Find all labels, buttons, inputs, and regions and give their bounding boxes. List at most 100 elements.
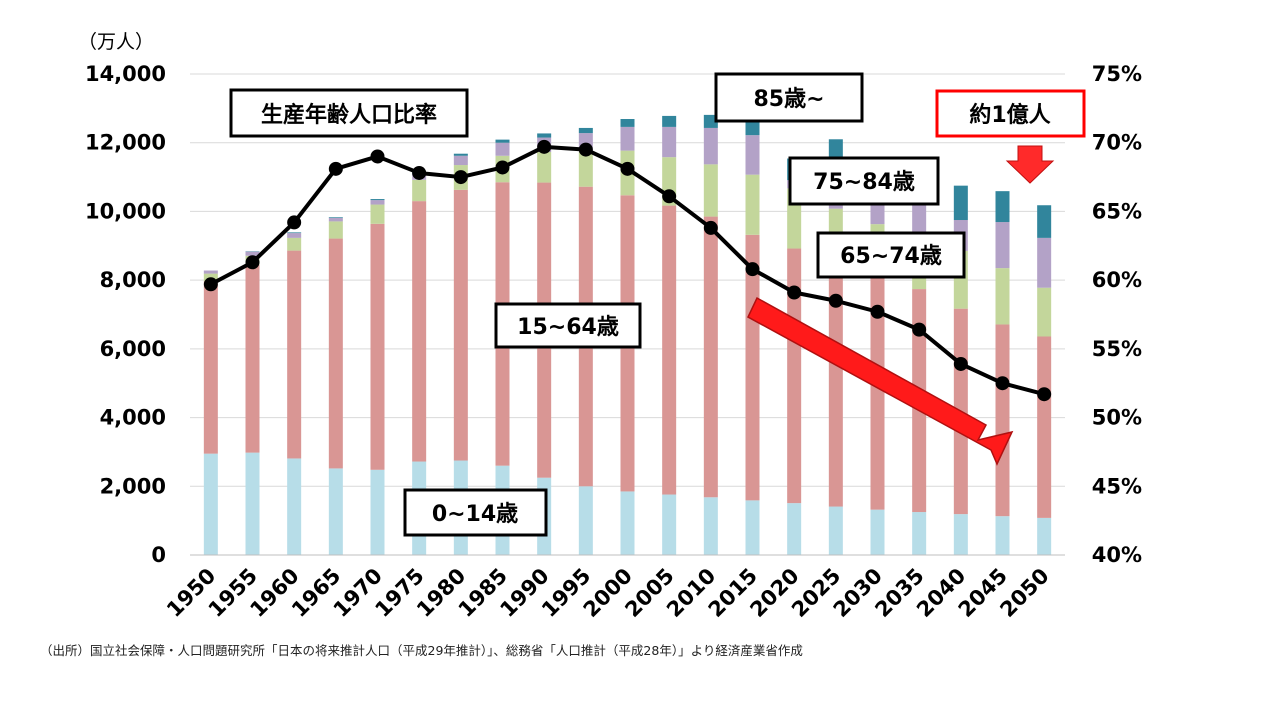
bar-segment-2: [203, 281, 218, 454]
bar-segment-4: [1037, 237, 1052, 288]
right-tick-label: 45%: [1092, 474, 1142, 498]
bar-segment-1: [370, 469, 385, 555]
bar-segment-3: [703, 164, 718, 217]
ratio-point: [578, 142, 593, 157]
left-tick-label: 8,000: [100, 268, 166, 292]
bar-segment-5: [370, 199, 385, 201]
bar-segment-3: [370, 204, 385, 224]
bar-segment-2: [287, 250, 302, 459]
left-tick-label: 6,000: [100, 337, 166, 361]
bar-segment-5: [287, 232, 302, 234]
bar-segment-4: [662, 126, 677, 158]
bar-segment-1: [245, 452, 260, 555]
label-65: 65~74歳: [816, 231, 966, 279]
right-tick-label: 70%: [1092, 131, 1142, 155]
bar-segment-3: [1037, 287, 1052, 337]
left-axis: 0 2,000 4,000 6,000 8,000 10,000 12,000 14,000: [85, 62, 166, 567]
right-tick-label: 40%: [1092, 543, 1142, 567]
bar-segment-2: [245, 264, 260, 453]
bar-segment-1: [953, 514, 968, 555]
svg-text:85歳~: 85歳~: [753, 87, 824, 112]
bar-segment-2: [703, 216, 718, 498]
ratio-point: [953, 356, 968, 371]
svg-text:15~64歳: 15~64歳: [517, 315, 619, 340]
ratio-point: [995, 376, 1010, 391]
right-tick-label: 75%: [1092, 62, 1142, 86]
left-tick-label: 14,000: [85, 62, 166, 86]
label-75: 75~84歳: [788, 156, 940, 206]
stacked-bars: [203, 114, 1052, 555]
ratio-point: [1037, 387, 1052, 402]
bar-segment-2: [370, 223, 385, 470]
bar-segment-5: [620, 119, 635, 127]
bar-segment-5: [495, 139, 510, 143]
bar-segment-5: [453, 153, 468, 156]
bar-segment-3: [328, 221, 343, 239]
left-tick-label: 10,000: [85, 199, 166, 223]
bar-segment-3: [745, 174, 760, 235]
label-85: 85歳~: [714, 72, 864, 123]
bar-segment-3: [287, 237, 302, 251]
bar-segment-4: [203, 270, 218, 274]
total-down-arrow: [1005, 145, 1055, 184]
bar-segment-3: [537, 151, 552, 183]
bar-segment-1: [287, 458, 302, 555]
bar-segment-1: [828, 506, 843, 555]
ratio-point: [828, 293, 843, 308]
bar-segment-4: [245, 251, 260, 256]
bar-segment-4: [287, 233, 302, 238]
svg-text:0~14歳: 0~14歳: [432, 502, 518, 527]
bar-segment-1: [578, 486, 593, 555]
bar-segment-5: [995, 191, 1010, 223]
bar-segment-1: [1037, 517, 1052, 555]
label-0: 0~14歳: [403, 488, 548, 537]
ratio-point: [287, 215, 302, 230]
bar-segment-3: [995, 268, 1010, 325]
ratio-point: [745, 262, 760, 277]
left-tick-label: 4,000: [100, 406, 166, 430]
bar-segment-5: [328, 217, 343, 218]
label-ratio: 生産年齢人口比率: [229, 88, 469, 138]
bar-segment-2: [870, 273, 885, 510]
bar-segment-1: [995, 516, 1010, 555]
x-tick-label: 2050: [995, 564, 1053, 622]
ratio-point: [453, 170, 468, 185]
bar-segment-1: [787, 503, 802, 555]
bar-segment-1: [662, 494, 677, 555]
bar-segment-2: [453, 189, 468, 461]
right-tick-label: 50%: [1092, 406, 1142, 430]
ratio-point: [787, 285, 802, 300]
right-axis: 40% 45% 50% 55% 60% 65% 70% 75%: [1092, 62, 1142, 567]
ratio-point: [912, 322, 927, 337]
right-tick-label: 65%: [1092, 199, 1142, 223]
source-note: （出所）国立社会保障・人口問題研究所「日本の将来推計人口（平成29年推計）」、総…: [40, 643, 803, 658]
bar-segment-2: [828, 260, 843, 507]
bar-segment-4: [995, 222, 1010, 269]
label-total: 約1億人: [935, 89, 1086, 138]
ratio-point: [328, 161, 343, 176]
x-axis: 1950195519601965197019751980198519901995…: [162, 554, 1065, 622]
decline-arrow: [747, 296, 1014, 466]
bar-segment-2: [995, 324, 1010, 517]
bar-segment-5: [703, 114, 718, 128]
bar-segment-1: [870, 509, 885, 555]
bar-segment-1: [328, 468, 343, 555]
ratio-point: [412, 165, 427, 180]
svg-text:65~74歳: 65~74歳: [840, 244, 942, 269]
bar-segment-5: [537, 133, 552, 138]
bar-segment-4: [328, 217, 343, 222]
bar-segment-2: [1037, 336, 1052, 518]
bar-segment-1: [203, 453, 218, 555]
left-tick-label: 2,000: [100, 474, 166, 498]
bar-segment-5: [1037, 205, 1052, 238]
left-axis-unit: （万人）: [78, 31, 154, 53]
ratio-point: [620, 161, 635, 176]
bar-segment-3: [412, 179, 427, 202]
bar-segment-2: [412, 201, 427, 462]
bar-segment-1: [620, 491, 635, 555]
bar-segment-4: [703, 127, 718, 165]
svg-text:75~84歳: 75~84歳: [813, 170, 915, 195]
right-tick-label: 60%: [1092, 268, 1142, 292]
bar-segment-2: [662, 205, 677, 495]
bar-segment-4: [370, 200, 385, 205]
